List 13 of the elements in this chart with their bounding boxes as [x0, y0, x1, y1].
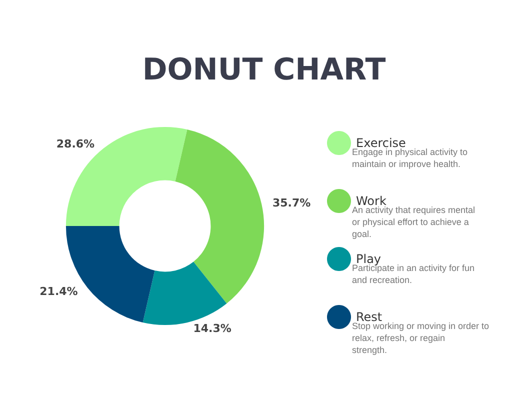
legend-label: Work	[356, 194, 386, 208]
data-label: 28.6%	[56, 137, 95, 150]
data-label: 14.3%	[193, 322, 232, 335]
data-label: 35.7%	[272, 196, 311, 210]
text: Stop working or moving in order to relax, refresh, or regain strength.	[352, 321, 490, 355]
legend-label: Exercise	[356, 136, 406, 150]
legend-label: Play	[356, 252, 382, 266]
chart-title: DONUT CHART	[142, 52, 386, 88]
text: Engage in physical activity to maintain or improve health.	[352, 147, 468, 169]
text: An activity that requires mental or physical effort to achieve a goal.	[352, 205, 476, 239]
legend-label: Rest	[356, 310, 382, 324]
data-label: 21.4%	[40, 284, 78, 298]
text: Participate in an activity for fun and recreation.	[352, 263, 475, 285]
